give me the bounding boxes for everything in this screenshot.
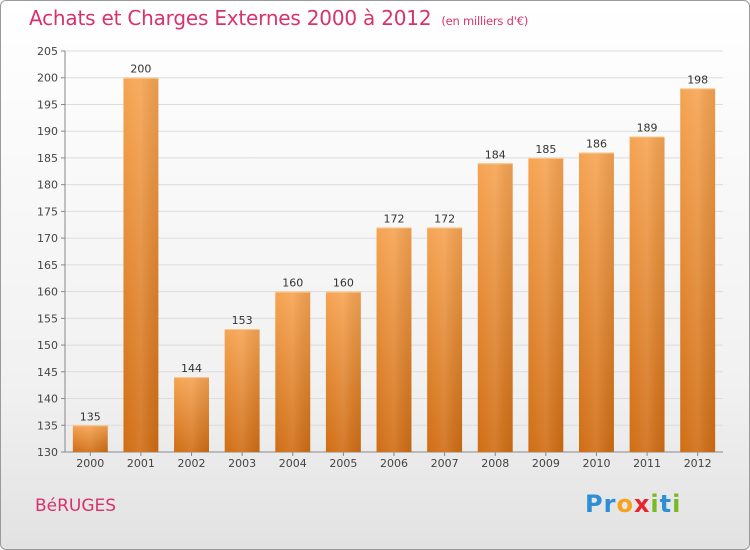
bar-shine — [376, 227, 412, 452]
bar-shine — [123, 77, 159, 452]
bars — [72, 77, 716, 452]
x-tick-label: 2005 — [329, 457, 357, 470]
y-tick-label: 185 — [37, 152, 58, 165]
x-tick-label: 2008 — [481, 457, 509, 470]
x-tick-label: 2011 — [633, 457, 661, 470]
proxiti-logo[interactable]: Proxiti — [585, 490, 681, 518]
x-tick-label: 2001 — [127, 457, 155, 470]
x-tick-label: 2007 — [431, 457, 459, 470]
y-tick-label: 170 — [37, 232, 58, 245]
bar-shine — [174, 377, 210, 452]
bar-shine — [325, 291, 361, 452]
bar-shine — [275, 291, 311, 452]
data-label: 160 — [282, 277, 303, 290]
data-label: 153 — [232, 314, 253, 327]
logo-letter: P — [585, 490, 604, 518]
logo-letter: i — [672, 490, 682, 518]
logo-letter: r — [603, 490, 617, 518]
bar-shine — [477, 163, 513, 452]
y-tick-label: 140 — [37, 393, 58, 406]
y-tick-label: 130 — [37, 446, 58, 459]
y-tick-label: 190 — [37, 125, 58, 138]
x-tick-label: 2009 — [532, 457, 560, 470]
bar-shine — [528, 157, 564, 452]
bar-shine — [629, 136, 665, 452]
data-label: 186 — [586, 138, 607, 151]
data-labels: 135 200 144 153 160 160 172 172 184 185 186 189 198 — [80, 63, 708, 424]
y-tick-label: 145 — [37, 366, 58, 379]
x-tick-label: 2000 — [76, 457, 104, 470]
data-label: 135 — [80, 410, 101, 423]
bar-shine — [427, 227, 463, 452]
x-tick-label: 2010 — [582, 457, 610, 470]
data-label: 172 — [384, 212, 405, 225]
bar-shine — [680, 88, 716, 452]
data-label: 200 — [130, 63, 151, 76]
logo-letter: t — [659, 490, 673, 518]
data-label: 160 — [333, 277, 354, 290]
axes: 130 135 140 145 150 155 160 165 170 175 180 185 190 1… — [37, 45, 723, 470]
y-tick-label: 155 — [37, 312, 58, 325]
bar-shine — [578, 152, 614, 452]
commune-name: BéRUGES — [35, 496, 117, 516]
x-tick-label: 2003 — [228, 457, 256, 470]
data-label: 184 — [485, 148, 506, 161]
x-tick-label: 2006 — [380, 457, 408, 470]
data-label: 185 — [535, 143, 556, 156]
y-tick-label: 135 — [37, 419, 58, 432]
chart-subtitle: (en milliers d'€) — [441, 14, 529, 28]
x-tick-label: 2004 — [279, 457, 307, 470]
y-tick-label: 150 — [37, 339, 58, 352]
y-tick-label: 160 — [37, 286, 58, 299]
y-tick-label: 205 — [37, 45, 58, 58]
bar-shine — [72, 425, 108, 452]
x-tick-label: 2012 — [684, 457, 712, 470]
y-tick-label: 165 — [37, 259, 58, 272]
y-tick-label: 195 — [37, 98, 58, 111]
y-tick-label: 175 — [37, 205, 58, 218]
chart-title-text: Achats et Charges Externes 2000 à 2012 — [29, 6, 432, 30]
y-tick-label: 180 — [37, 179, 58, 192]
x-tick-label: 2002 — [178, 457, 206, 470]
logo-letter: i — [650, 490, 660, 518]
chart-title: Achats et Charges Externes 2000 à 2012 (e… — [29, 6, 528, 30]
data-label: 189 — [637, 122, 658, 135]
data-label: 198 — [687, 73, 708, 86]
logo-letter: o — [616, 490, 634, 518]
bar-shine — [224, 329, 260, 452]
y-tick-label: 200 — [37, 72, 58, 85]
logo-letter: x — [633, 490, 651, 518]
data-label: 172 — [434, 212, 455, 225]
data-label: 144 — [181, 362, 202, 375]
